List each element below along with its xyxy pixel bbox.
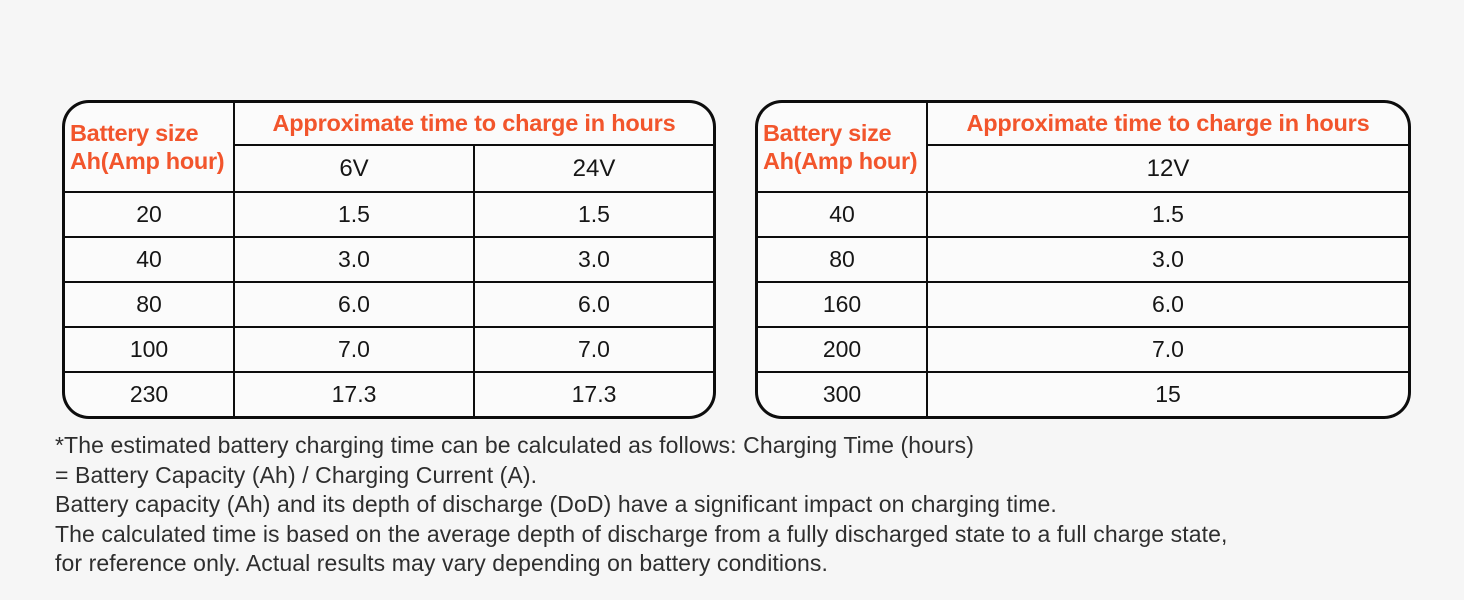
charge-time-cell: 7.0 (235, 328, 473, 371)
battery-size-cell: 20 (65, 193, 233, 236)
battery-size-header-cell: Battery size Ah(Amp hour) (65, 103, 233, 191)
footnote-line: = Battery Capacity (Ah) / Charging Curre… (55, 461, 538, 488)
charge-time-cell: 6.0 (235, 283, 473, 326)
charge-time-cell: 3.0 (475, 238, 713, 281)
footnote: *The estimated battery charging time can… (55, 431, 1228, 579)
charge-time-cell: 15 (928, 373, 1408, 416)
charge-time-cell: 1.5 (928, 193, 1408, 236)
charge-time-cell: 17.3 (235, 373, 473, 416)
charge-time-cell: 7.0 (928, 328, 1408, 371)
battery-size-cell: 80 (758, 238, 926, 281)
footnote-line: The calculated time is based on the aver… (55, 520, 1228, 547)
charge-time-cell: 1.5 (235, 193, 473, 236)
voltage-header-12v: 12V (928, 146, 1408, 191)
main-header-cell: Approximate time to charge in hours (235, 103, 713, 144)
footnote-line: *The estimated battery charging time can… (55, 432, 975, 458)
charge-time-cell: 6.0 (475, 283, 713, 326)
battery-size-cell: 40 (758, 193, 926, 236)
charge-time-cell: 3.0 (235, 238, 473, 281)
charge-time-cell: 1.5 (475, 193, 713, 236)
battery-size-header-line1: Battery size (70, 120, 199, 146)
battery-size-cell: 200 (758, 328, 926, 371)
battery-size-header-line1: Battery size (763, 120, 892, 146)
main-header-cell: Approximate time to charge in hours (928, 103, 1408, 144)
charge-time-table-6v-24v: Battery size Ah(Amp hour) Approximate ti… (62, 100, 716, 419)
battery-size-cell: 100 (65, 328, 233, 371)
voltage-header-24v: 24V (475, 146, 713, 191)
battery-size-cell: 80 (65, 283, 233, 326)
battery-size-cell: 300 (758, 373, 926, 416)
voltage-header-6v: 6V (235, 146, 473, 191)
charge-time-cell: 3.0 (928, 238, 1408, 281)
battery-size-cell: 160 (758, 283, 926, 326)
battery-size-header-line2: Ah(Amp hour) (70, 148, 225, 174)
battery-size-cell: 40 (65, 238, 233, 281)
battery-size-header-line2: Ah(Amp hour) (763, 148, 918, 174)
charge-time-cell: 7.0 (475, 328, 713, 371)
charge-time-table-12v: Battery size Ah(Amp hour) Approximate ti… (755, 100, 1411, 419)
battery-size-cell: 230 (65, 373, 233, 416)
battery-size-header-cell: Battery size Ah(Amp hour) (758, 103, 926, 191)
charge-time-cell: 17.3 (475, 373, 713, 416)
footnote-line: Battery capacity (Ah) and its depth of d… (55, 491, 1057, 517)
footnote-line: for reference only. Actual results may v… (55, 550, 828, 576)
charge-time-cell: 6.0 (928, 283, 1408, 326)
